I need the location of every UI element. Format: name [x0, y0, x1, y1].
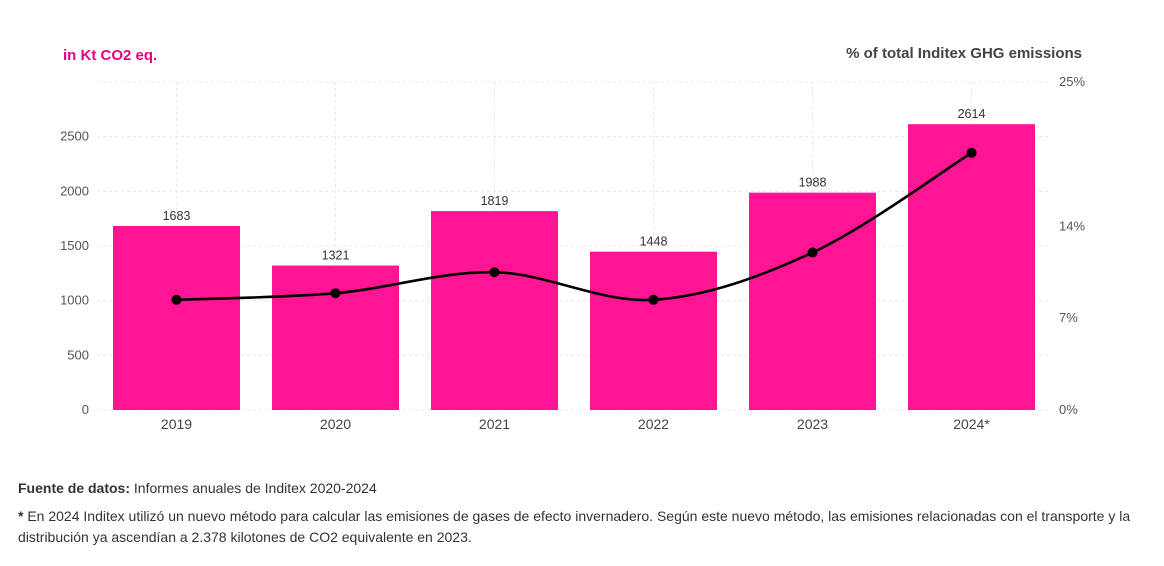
percent-line-series [171, 147, 977, 305]
bar-value-label: 1448 [640, 235, 668, 249]
data-labels: 1683 1321 1819 1448 1988 2614 [163, 107, 986, 262]
x-tick-label: 2022 [638, 416, 669, 432]
left-tick-label: 0 [82, 402, 89, 417]
footnote-text: En 2024 Inditex utilizó un nuevo método … [18, 508, 1131, 545]
bar-value-label: 1683 [163, 209, 191, 223]
bar-2024* [908, 124, 1035, 410]
percent-point-2021 [489, 267, 500, 278]
right-tick-label: 0% [1059, 402, 1078, 417]
percent-point-2020 [330, 288, 341, 299]
right-tick-label: 14% [1059, 218, 1085, 233]
bar-2022 [590, 251, 717, 410]
left-tick-label: 500 [67, 347, 89, 362]
bar-2021 [431, 211, 558, 410]
source-note: Fuente de datos: Informes anuales de Ind… [18, 478, 377, 499]
bars [113, 124, 1035, 410]
left-tick-label: 2000 [60, 183, 89, 198]
x-tick-label: 2023 [797, 416, 828, 432]
emissions-chart: 1683 1321 1819 1448 1988 2614 0 500 1000 1500 200… [60, 45, 1085, 432]
bar-2019 [113, 225, 240, 410]
x-tick-label: 2024* [953, 416, 990, 432]
bar-2023 [749, 192, 876, 410]
x-tick-label: 2020 [320, 416, 351, 432]
axes: 0 500 1000 1500 2000 2500 0% 7% 14% 25% 2019 2020 20… [60, 74, 1085, 432]
right-tick-label: 25% [1059, 74, 1085, 89]
percent-point-2019 [171, 294, 182, 305]
bar-value-label: 1988 [799, 176, 827, 190]
footnote: * En 2024 Inditex utilizó un nuevo métod… [18, 506, 1148, 548]
bar-value-label: 1819 [481, 194, 509, 208]
x-tick-label: 2021 [479, 416, 510, 432]
x-tick-label: 2019 [161, 416, 192, 432]
percent-point-2023 [807, 247, 818, 258]
footnote-mark: * [18, 508, 24, 524]
left-tick-label: 2500 [60, 129, 89, 144]
left-axis-title: in Kt CO2 eq. [63, 47, 157, 64]
percent-point-2022 [648, 294, 659, 305]
right-tick-label: 7% [1059, 310, 1078, 325]
left-tick-label: 1000 [60, 293, 89, 308]
source-label: Fuente de datos: [18, 480, 131, 496]
percent-line [176, 151, 973, 302]
bar-value-label: 1321 [322, 249, 350, 263]
source-text: Informes anuales de Inditex 2020-2024 [130, 480, 377, 496]
percent-point-2024* [966, 147, 977, 158]
bar-value-label: 2614 [958, 107, 986, 121]
right-axis-title: % of total Inditex GHG emissions [846, 45, 1082, 62]
left-tick-label: 1500 [60, 238, 89, 253]
